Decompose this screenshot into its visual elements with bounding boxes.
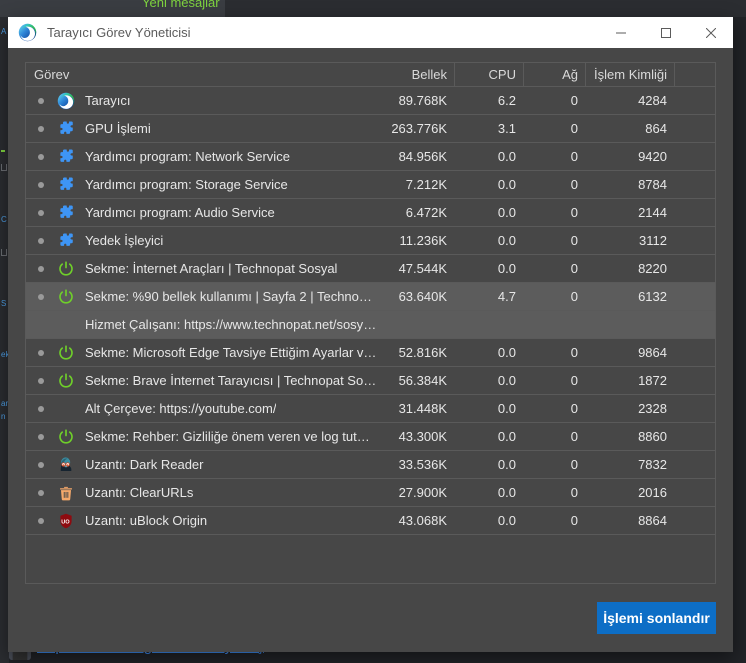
svg-text:UO: UO [61, 519, 70, 525]
